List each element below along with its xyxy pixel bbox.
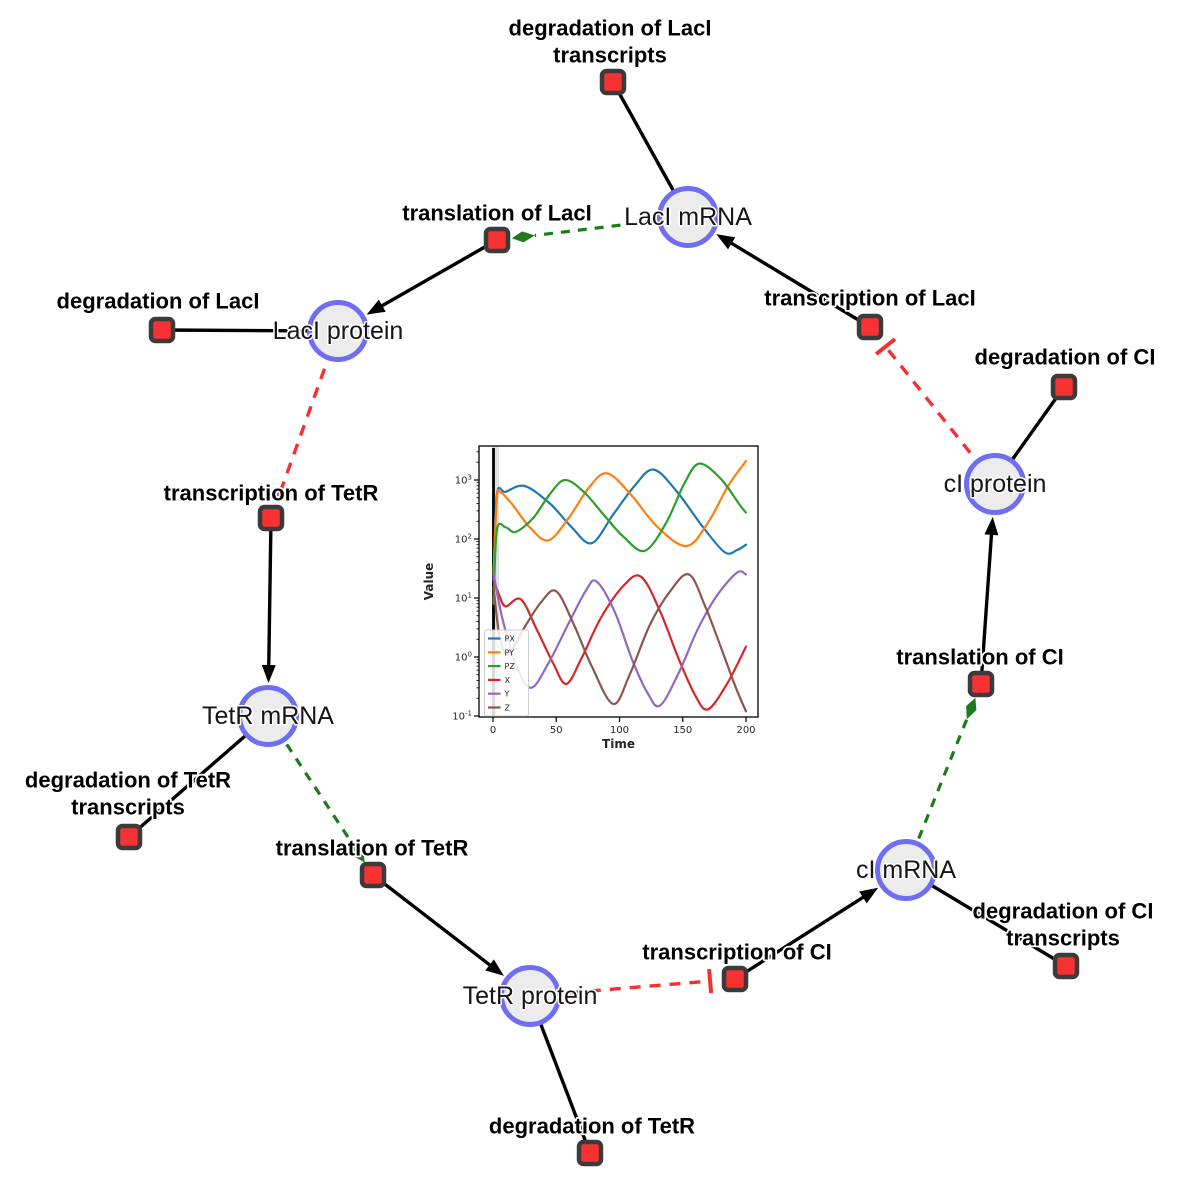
arrowhead-icon [716,234,736,250]
reaction-node-translation_tetr [359,861,387,889]
edge-production-translation_ci-to-ci_protein [979,516,999,685]
species-node-ci_protein [964,453,1026,515]
legend-label-X: X [505,676,511,685]
species-label-tetr_protein: TetR protein [463,982,598,1010]
x-axis-label: Time [602,737,635,751]
edge-production-transcription_tetr-to-tetr_mrna [261,517,276,684]
legend-label-PZ: PZ [505,662,516,671]
edge-consumption-ci_mrna-to-deg_ci_tr [905,868,1067,968]
reaction-label-deg_ci: degradation of CI [975,345,1156,370]
reaction-node-transcription_laci [856,313,884,341]
species-node-ci_mrna [875,839,937,901]
edge-production-translation_tetr-to-tetr_protein [371,873,504,976]
reaction-node-translation_ci [967,670,995,698]
reaction-node-deg_laci_tr [599,68,627,96]
arrowhead-icon [366,299,386,315]
reaction-node-deg_ci_tr [1052,952,1080,980]
y-tick-label: 103 [455,474,472,487]
arrowhead-icon [485,959,504,976]
reaction-label-transcription_tetr: transcription of TetR [164,481,379,506]
reaction-node-transcription_tetr [257,504,285,532]
legend-label-PX: PX [505,635,516,644]
species-node-laci_protein [307,300,369,362]
x-tick-label: 0 [490,725,496,736]
y-tick-label: 101 [455,592,472,605]
x-tick-label: 200 [736,725,755,736]
reaction-label-translation_tetr: translation of TetR [276,836,469,861]
edge-production-transcription_laci-to-laci_mrna [716,234,871,329]
reaction-label-transcription_ci: transcription of CI [642,940,831,965]
reaction-label-deg_ci_tr: transcripts [1006,926,1120,951]
reaction-label-deg_laci: degradation of LacI [57,289,260,314]
inhibition-tee-icon [874,337,897,356]
y-tick-label: 102 [455,533,472,546]
inhibition-tee-icon [267,488,292,501]
reaction-label-deg_tetr_tr: degradation of TetR [25,768,231,793]
species-node-tetr_protein [499,965,561,1027]
reaction-label-translation_laci: translation of LacI [402,201,591,226]
y-tick-label: 10-1 [452,710,472,723]
x-tick-label: 150 [673,725,692,736]
reaction-label-translation_ci: translation of CI [896,645,1063,670]
diamond-arrowhead-icon [511,231,535,243]
species-label-ci_protein: cI protein [944,470,1047,498]
species-node-tetr_mrna [237,685,299,747]
legend-label-PY: PY [505,648,515,657]
edge-production-translation_laci-to-laci_protein [366,238,498,315]
species-label-laci_protein: LacI protein [273,317,404,345]
x-tick-label: 50 [550,725,563,736]
diamond-arrowhead-icon [966,697,977,720]
reaction-node-deg_tetr [576,1139,604,1167]
species-label-laci_mrna: LacI mRNA [624,203,752,231]
reaction-node-deg_laci [148,316,176,344]
legend-label-Y: Y [504,690,510,699]
arrowhead-icon [261,664,276,684]
species-node-laci_mrna [657,186,719,248]
inset-chart: 0 50 100 150 20010-1100101102103TimeValuePXP… [422,445,759,751]
reaction-node-transcription_ci [721,965,749,993]
edge-production-transcription_ci-to-ci_mrna [734,887,879,981]
reaction-label-deg_ci_tr: degradation of CI [973,899,1154,924]
chart-spines [478,445,759,718]
x-tick-label: 100 [610,725,629,736]
arrowhead-icon [859,887,879,904]
arrowhead-icon [984,516,999,536]
series-line-PY [492,459,748,576]
edge-modifier-ci_mrna-to-translation_ci [904,697,977,871]
reaction-label-deg_tetr_tr: transcripts [71,795,185,820]
labels-layer: LacI mRNA LacI protein cI protein TetR mRNA… [23,14,1157,1141]
species-label-ci_mrna: cI mRNA [856,856,956,884]
reaction-node-translation_laci [483,226,511,254]
inhibition-tee-icon [707,968,714,994]
y-tick-label: 100 [455,651,472,664]
y-axis-label: Value [422,563,436,601]
legend-label-Z: Z [505,704,511,713]
reaction-label-deg_tetr: degradation of TetR [489,1114,695,1139]
reaction-node-deg_tetr_tr [115,823,143,851]
species-label-tetr_mrna: TetR mRNA [202,702,334,730]
reaction-label-transcription_laci: transcription of LacI [764,286,975,311]
series-line-PX [492,468,748,582]
reaction-node-deg_ci [1050,373,1078,401]
nodes-layer [115,68,1080,1167]
reaction-label-deg_laci_tr: degradation of LacI [509,16,712,41]
reaction-label-deg_laci_tr: transcripts [553,43,667,68]
series-line-X [492,574,748,711]
series-line-PZ [492,462,748,605]
diamond-arrowhead-icon [352,843,365,863]
chart-legend: PX PY PZ XYZ [484,629,529,717]
